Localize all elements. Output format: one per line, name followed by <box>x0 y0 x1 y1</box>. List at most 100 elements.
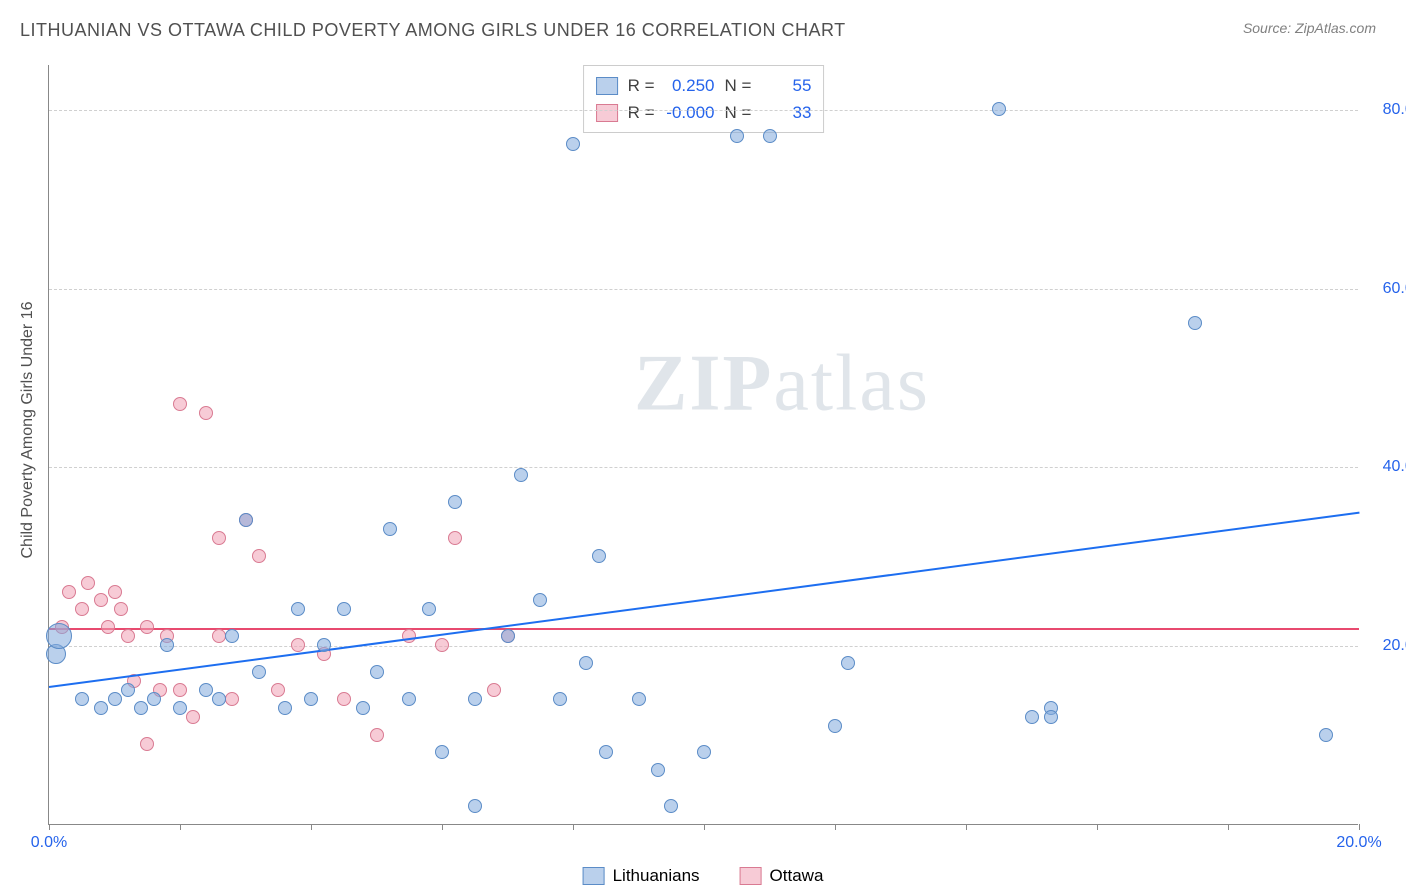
legend-label-ottawa: Ottawa <box>770 866 824 886</box>
data-point <box>468 799 482 813</box>
data-point <box>199 683 213 697</box>
data-point <box>566 137 580 151</box>
data-point <box>252 665 266 679</box>
data-point <box>370 665 384 679</box>
legend-item-ottawa: Ottawa <box>740 866 824 886</box>
data-point <box>317 638 331 652</box>
stats-row-lithuanians: R = 0.250 N = 55 <box>596 72 812 99</box>
data-point <box>75 602 89 616</box>
x-tick <box>966 824 967 830</box>
data-point <box>108 692 122 706</box>
data-point <box>1025 710 1039 724</box>
data-point <box>140 620 154 634</box>
data-point <box>435 638 449 652</box>
watermark-atlas: atlas <box>773 339 930 427</box>
r-label: R = <box>628 99 655 126</box>
data-point <box>94 593 108 607</box>
data-point <box>108 585 122 599</box>
data-point <box>271 683 285 697</box>
y-axis-label: Child Poverty Among Girls Under 16 <box>19 302 37 559</box>
data-point <box>448 495 462 509</box>
scatter-plot-area: ZIPatlas R = 0.250 N = 55 R = -0.000 N =… <box>48 65 1358 825</box>
y-tick-label: 80.0% <box>1368 101 1406 119</box>
grid-line <box>49 289 1358 290</box>
grid-line <box>49 467 1358 468</box>
r-label: R = <box>628 72 655 99</box>
data-point <box>212 692 226 706</box>
data-point <box>435 745 449 759</box>
data-point <box>533 593 547 607</box>
data-point <box>841 656 855 670</box>
data-point <box>225 629 239 643</box>
data-point <box>147 692 161 706</box>
data-point <box>356 701 370 715</box>
correlation-stats-box: R = 0.250 N = 55 R = -0.000 N = 33 <box>583 65 825 133</box>
data-point <box>304 692 318 706</box>
data-point <box>992 102 1006 116</box>
data-point <box>134 701 148 715</box>
data-point <box>160 638 174 652</box>
swatch-ottawa <box>596 104 618 122</box>
r-value-ottawa: -0.000 <box>665 99 715 126</box>
data-point <box>239 513 253 527</box>
y-tick-label: 20.0% <box>1368 637 1406 655</box>
source-attribution: Source: ZipAtlas.com <box>1243 20 1376 36</box>
trend-line <box>49 628 1359 630</box>
watermark: ZIPatlas <box>634 338 930 429</box>
data-point <box>81 576 95 590</box>
data-point <box>501 629 515 643</box>
data-point <box>212 629 226 643</box>
watermark-zip: ZIP <box>634 339 773 427</box>
data-point <box>468 692 482 706</box>
data-point <box>448 531 462 545</box>
data-point <box>121 683 135 697</box>
x-tick <box>573 824 574 830</box>
x-tick <box>180 824 181 830</box>
data-point <box>75 692 89 706</box>
data-point <box>278 701 292 715</box>
x-tick <box>1228 824 1229 830</box>
data-point <box>422 602 436 616</box>
data-point <box>370 728 384 742</box>
data-point <box>199 406 213 420</box>
data-point <box>291 638 305 652</box>
data-point <box>553 692 567 706</box>
y-tick-label: 40.0% <box>1368 458 1406 476</box>
data-point <box>121 629 135 643</box>
x-tick <box>704 824 705 830</box>
x-tick <box>1097 824 1098 830</box>
n-value-lithuanians: 55 <box>761 72 811 99</box>
data-point <box>101 620 115 634</box>
x-tick <box>311 824 312 830</box>
x-tick <box>1359 824 1360 830</box>
data-point <box>651 763 665 777</box>
data-point <box>337 692 351 706</box>
x-tick <box>49 824 50 830</box>
data-point <box>697 745 711 759</box>
data-point <box>402 629 416 643</box>
data-point <box>1188 316 1202 330</box>
data-point <box>599 745 613 759</box>
data-point <box>173 701 187 715</box>
data-point <box>1044 710 1058 724</box>
r-value-lithuanians: 0.250 <box>665 72 715 99</box>
series-legend: Lithuanians Ottawa <box>583 866 824 886</box>
data-point <box>114 602 128 616</box>
data-point <box>62 585 76 599</box>
trend-line <box>49 512 1359 688</box>
data-point <box>186 710 200 724</box>
swatch-lithuanians <box>596 77 618 95</box>
data-point <box>140 737 154 751</box>
data-point <box>46 623 72 649</box>
data-point <box>252 549 266 563</box>
data-point <box>173 397 187 411</box>
y-tick-label: 60.0% <box>1368 280 1406 298</box>
data-point <box>212 531 226 545</box>
x-tick-label: 0.0% <box>31 834 67 852</box>
grid-line <box>49 646 1358 647</box>
data-point <box>828 719 842 733</box>
data-point <box>402 692 416 706</box>
chart-title: LITHUANIAN VS OTTAWA CHILD POVERTY AMONG… <box>20 20 846 41</box>
n-label: N = <box>725 72 752 99</box>
x-tick-label: 20.0% <box>1336 834 1381 852</box>
